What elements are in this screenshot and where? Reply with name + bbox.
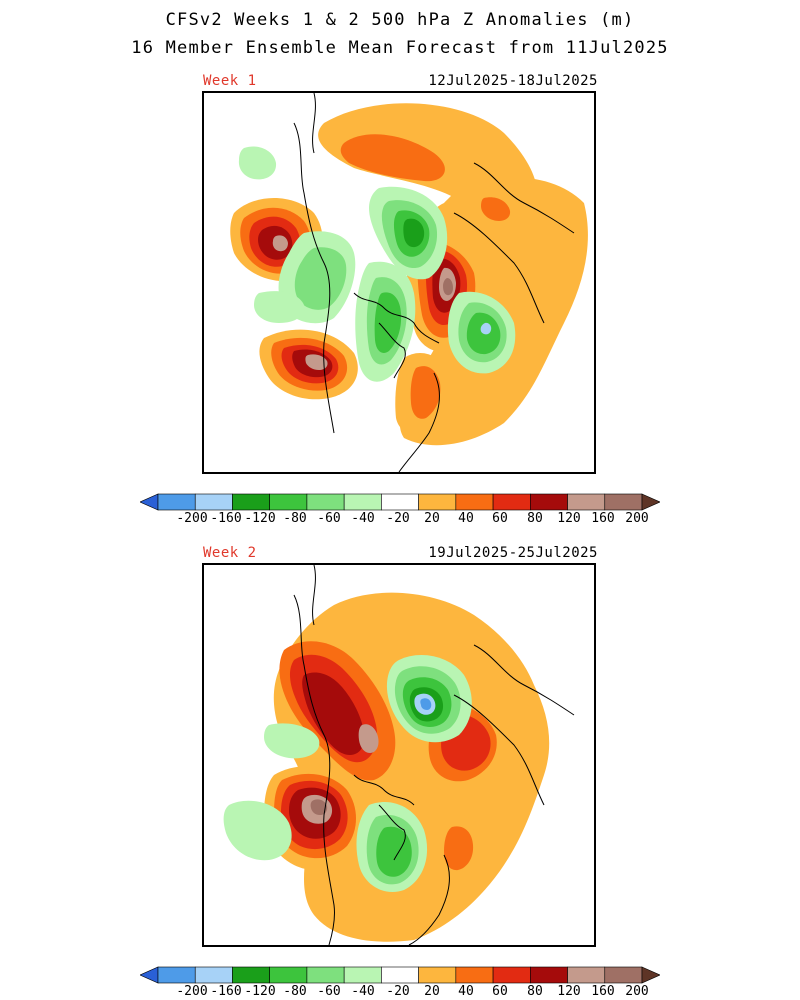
week2-label: Week 2 (203, 545, 257, 561)
colorbar-tick-label: 20 (424, 511, 440, 526)
week1-negative-anomalies (238, 146, 516, 382)
colorbar-tick-label: 200 (625, 511, 649, 526)
colorbar-tick-label: -200 (176, 984, 208, 999)
colorbar-swatch (194, 493, 233, 511)
colorbar-tick-label: -160 (210, 511, 242, 526)
colorbar-tick-label: -160 (210, 984, 242, 999)
week1-dates: 12Jul2025-18Jul2025 (428, 73, 598, 89)
colorbar-swatch (492, 493, 531, 511)
colorbar-swatch (157, 966, 196, 984)
colorbar-left-arrow (140, 966, 159, 984)
colorbar-swatch (381, 966, 419, 984)
colorbar-swatch (567, 493, 606, 511)
colorbar-swatch (418, 493, 457, 511)
colorbar-swatch (194, 966, 233, 984)
colorbar-tick-label: 120 (557, 984, 581, 999)
week1-coastlines (293, 93, 575, 472)
colorbar-tick-label: 40 (458, 511, 474, 526)
colorbar-swatch (269, 966, 308, 984)
colorbar-swatch (418, 966, 457, 984)
week2-negative-anomalies (223, 655, 472, 893)
colorbar-left-arrow (140, 493, 159, 511)
colorbar-tick-label: -200 (176, 511, 208, 526)
colorbar-swatch (343, 966, 382, 984)
week1-map (202, 91, 596, 474)
week2-colorbar-labels: -200 -160 -120 -80 -60 -40 -20 20 40 60 … (140, 984, 660, 1000)
colorbar-swatch (269, 493, 308, 511)
colorbar-swatch (157, 493, 196, 511)
colorbar-swatch (530, 493, 568, 511)
colorbar-right-arrow (641, 966, 660, 984)
page-title: CFSv2 Weeks 1 & 2 500 hPa Z Anomalies (m… (165, 10, 635, 30)
colorbar-tick-label: -20 (386, 984, 410, 999)
colorbar-tick-label: -120 (244, 511, 276, 526)
colorbar-swatch (492, 966, 531, 984)
colorbar-tick-label: 160 (591, 511, 615, 526)
colorbar-swatch (232, 493, 270, 511)
colorbar-swatch (306, 966, 345, 984)
colorbar-tick-label: -80 (283, 984, 307, 999)
week1-positive-anomalies (230, 103, 588, 446)
week2-positive-anomalies (264, 592, 550, 942)
colorbar-swatch (455, 493, 494, 511)
week1-anomaly-contours (230, 93, 588, 472)
colorbar-tick-label: 80 (527, 984, 543, 999)
colorbar-tick-label: 80 (527, 511, 543, 526)
week2-map (202, 563, 596, 947)
week1-colorbar (140, 493, 660, 511)
colorbar-swatch (604, 966, 643, 984)
colorbar-tick-label: -20 (386, 511, 410, 526)
colorbar-tick-label: 160 (591, 984, 615, 999)
colorbar-right-arrow (641, 493, 660, 511)
colorbar-tick-label: -60 (317, 511, 341, 526)
colorbar-tick-label: 60 (492, 984, 508, 999)
colorbar-tick-label: 40 (458, 984, 474, 999)
colorbar-tick-label: -80 (283, 511, 307, 526)
colorbar-tick-label: 60 (492, 511, 508, 526)
colorbar-swatch (306, 493, 345, 511)
colorbar-tick-label: 120 (557, 511, 581, 526)
colorbar-swatch (530, 966, 568, 984)
week1-label: Week 1 (203, 73, 257, 89)
colorbar-tick-label: -120 (244, 984, 276, 999)
colorbar-swatch (381, 493, 419, 511)
colorbar-swatch (567, 966, 606, 984)
week2-colorbar (140, 966, 660, 984)
week1-colorbar-labels: -200 -160 -120 -80 -60 -40 -20 20 40 60 … (140, 511, 660, 527)
colorbar-tick-label: -60 (317, 984, 341, 999)
colorbar-tick-label: -40 (351, 511, 375, 526)
colorbar-tick-label: 200 (625, 984, 649, 999)
colorbar-swatch (455, 966, 494, 984)
week2-coastlines (293, 565, 575, 945)
colorbar-swatch (232, 966, 270, 984)
colorbar-tick-label: 20 (424, 984, 440, 999)
colorbar-tick-label: -40 (351, 984, 375, 999)
colorbar-swatch (343, 493, 382, 511)
colorbar-swatch (604, 493, 643, 511)
page-subtitle: 16 Member Ensemble Mean Forecast from 11… (131, 38, 669, 58)
week2-anomaly-contours (223, 565, 575, 945)
week2-dates: 19Jul2025-25Jul2025 (428, 545, 598, 561)
